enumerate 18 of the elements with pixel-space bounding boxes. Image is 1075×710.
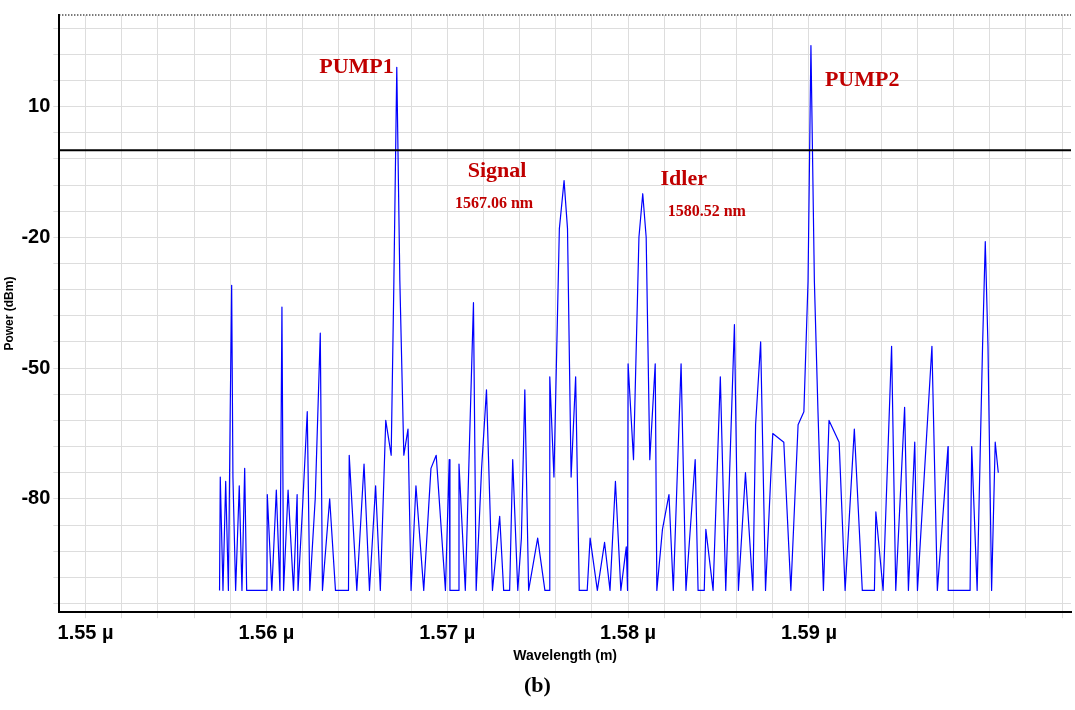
x-tick-label: 1.56 µ	[238, 620, 295, 643]
y-tick-label: 10	[28, 94, 51, 117]
y-tick-label: -80	[21, 486, 51, 509]
y-tick-label: -50	[21, 355, 51, 378]
annotation: PUMP1	[319, 53, 394, 79]
x-axis-title: Wavelength (m)	[513, 647, 618, 664]
y-axis-title: Power (dBm)	[1, 276, 16, 351]
x-tick-label: 1.59 µ	[780, 620, 837, 643]
annotation: Idler	[660, 164, 708, 190]
x-tick-label: 1.57 µ	[419, 620, 476, 643]
y-tick-label: -20	[21, 224, 51, 247]
annotation: PUMP2	[824, 65, 900, 91]
annotation: Signal	[467, 156, 527, 182]
text: (b)	[523, 672, 552, 698]
x-tick-label: 1.55 µ	[57, 620, 114, 643]
annotation: 1567.06 nm	[454, 193, 534, 211]
x-tick-label: 1.58 µ	[600, 620, 657, 643]
annotation: 1580.52 nm	[667, 201, 747, 219]
